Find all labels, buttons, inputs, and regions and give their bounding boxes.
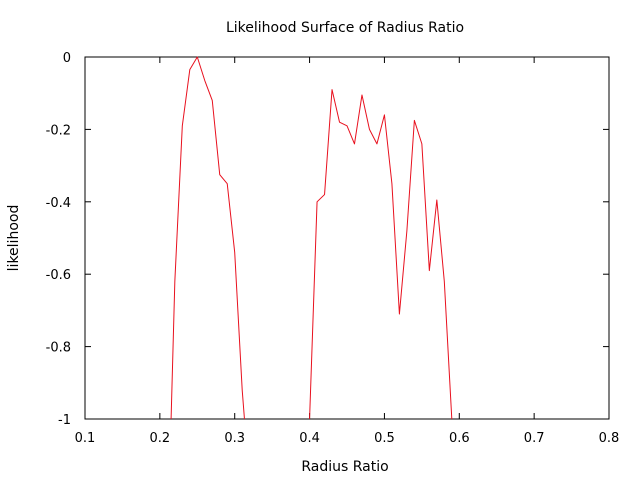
- x-tick-label: 0.7: [524, 431, 545, 446]
- x-tick-label: 0.4: [299, 431, 320, 446]
- x-tick-label: 0.5: [374, 431, 395, 446]
- y-tick-label: -0.6: [46, 268, 71, 283]
- plot-area: [84, 56, 610, 420]
- likelihood-line-segment-1: [170, 56, 245, 420]
- series-group: [170, 56, 453, 420]
- x-tick-label: 0.2: [150, 431, 171, 446]
- y-tick-label: -0.2: [46, 123, 71, 138]
- y-tick-label: -0.4: [46, 196, 71, 211]
- x-axis-label: Radius Ratio: [301, 459, 388, 475]
- y-tick-label: -0.8: [46, 341, 71, 356]
- x-tick-label: 0.8: [599, 431, 620, 446]
- y-tick-label: 0: [63, 51, 71, 66]
- axis-ticks: 0.1 0.2 0.3 0.4 0.5 0.6 0.7 0.8 0 -0.2 -0.4 -0.6 -0.…: [46, 51, 620, 446]
- y-axis-label: likelihood: [6, 205, 22, 272]
- x-tick-label: 0.6: [449, 431, 470, 446]
- x-tick-label: 0.1: [75, 431, 96, 446]
- x-tick-label: 0.3: [224, 431, 245, 446]
- likelihood-line-segment-2: [309, 89, 453, 420]
- y-tick-label: -1: [58, 413, 71, 428]
- chart-title: Likelihood Surface of Radius Ratio: [226, 20, 464, 36]
